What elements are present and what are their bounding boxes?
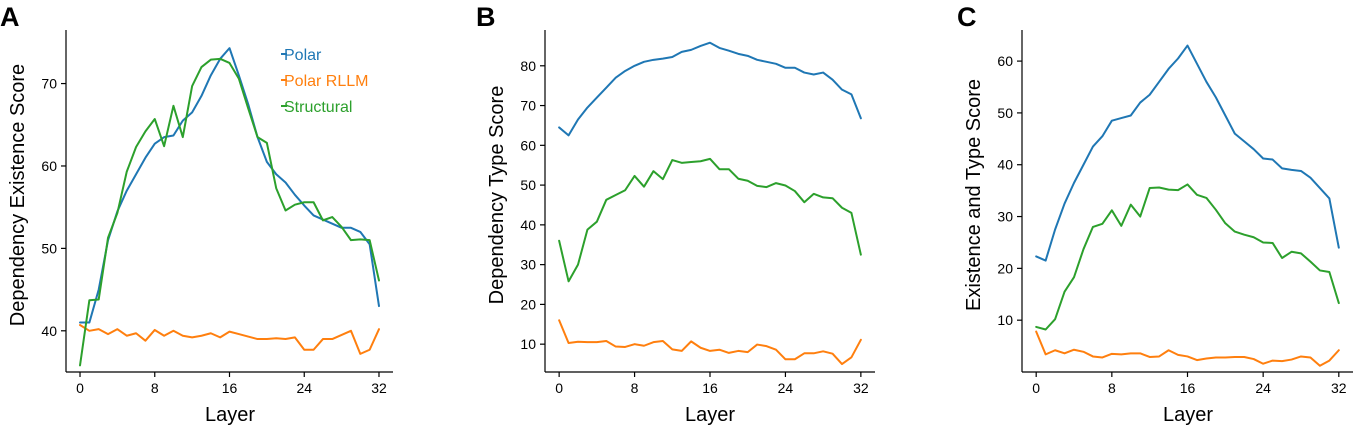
y-tick-label: 80: [520, 58, 536, 74]
panel-letter-c: C: [957, 2, 977, 32]
y-axis-title: Dependency Type Score: [486, 86, 508, 305]
y-tick-label: 10: [520, 336, 536, 352]
x-tick-label: 24: [296, 380, 312, 396]
series-line-polar: [558, 41, 862, 137]
x-tick-label: 8: [151, 380, 159, 396]
x-tick-label: 8: [1108, 380, 1116, 396]
y-axis-title: Existence and Type Score: [963, 79, 985, 311]
panel-b: B 0 8 16 24 32 10 20 30 40 50 60 70 80 Layer Depende…: [476, 2, 875, 426]
y-tick-label: 40: [520, 217, 536, 233]
series-line-structural: [558, 157, 862, 283]
y-tick-label: 50: [997, 105, 1013, 121]
panel-letter-b: B: [476, 2, 496, 32]
x-tick-label: 32: [853, 380, 869, 396]
x-tick-label: 16: [1180, 380, 1196, 396]
legend-label-polar: Polar: [284, 47, 322, 64]
legend-label-structural: Structural: [284, 99, 352, 116]
x-tick-label: 24: [1255, 380, 1271, 396]
legend-label-polar-rllm: Polar RLLM: [284, 73, 368, 90]
y-tick-label: 20: [520, 296, 536, 312]
y-axis-title: Dependency Existence Score: [7, 64, 29, 326]
panel-a: A 0 8 16 24 32 40 50 60 70 Layer Dependency Exis…: [0, 2, 393, 426]
y-tick-label: 40: [997, 157, 1013, 173]
x-tick-label: 0: [555, 380, 563, 396]
x-tick-label: 8: [631, 380, 639, 396]
y-tick-label: 60: [520, 137, 536, 153]
y-tick-label: 30: [520, 257, 536, 273]
series-line-polar-rllm: [1035, 330, 1340, 367]
x-axis-title: Layer: [1163, 404, 1213, 426]
x-tick-label: 16: [702, 380, 718, 396]
y-tick-label: 10: [997, 312, 1013, 328]
y-tick-label: 60: [997, 53, 1013, 69]
series-line-structural: [79, 57, 380, 367]
y-tick-label: 20: [997, 260, 1013, 276]
y-tick-label: 30: [997, 209, 1013, 225]
panel-c: C 0 8 16 24 32 10 20 30 40 50 60 Layer Existence a…: [957, 2, 1353, 426]
series-line-structural: [1035, 183, 1340, 331]
panel-letter-a: A: [0, 2, 20, 32]
x-tick-label: 16: [222, 380, 238, 396]
y-tick-label: 40: [41, 323, 57, 339]
x-tick-label: 0: [76, 380, 84, 396]
x-tick-label: 32: [371, 380, 387, 396]
y-tick-label: 60: [41, 158, 57, 174]
series-line-polar-rllm: [558, 319, 862, 366]
x-tick-label: 0: [1032, 380, 1040, 396]
legend: Polar Polar RLLM Structural: [281, 47, 368, 116]
series-line-polar: [1035, 44, 1340, 262]
x-tick-label: 32: [1331, 380, 1347, 396]
y-tick-label: 50: [41, 240, 57, 256]
series-line-polar-rllm: [79, 324, 380, 355]
x-axis-title: Layer: [205, 404, 255, 426]
y-tick-label: 70: [520, 98, 536, 114]
y-tick-label: 70: [41, 76, 57, 92]
series-line-polar: [79, 47, 380, 324]
x-axis-title: Layer: [685, 404, 735, 426]
x-tick-label: 24: [778, 380, 794, 396]
y-tick-label: 50: [520, 177, 536, 193]
